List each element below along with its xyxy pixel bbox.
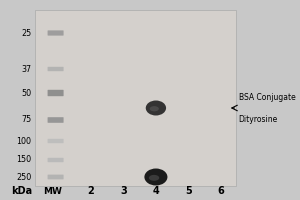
Bar [35, 10, 236, 186]
Text: 3: 3 [120, 186, 127, 196]
Text: 50: 50 [21, 88, 31, 98]
Text: Dityrosine: Dityrosine [238, 114, 278, 123]
FancyBboxPatch shape [48, 139, 64, 143]
Text: 25: 25 [21, 28, 31, 38]
Text: 2: 2 [88, 186, 94, 196]
Text: 4: 4 [152, 186, 159, 196]
Ellipse shape [149, 175, 159, 181]
Text: 100: 100 [16, 136, 31, 146]
FancyBboxPatch shape [48, 90, 64, 96]
FancyBboxPatch shape [48, 117, 64, 123]
Text: MW: MW [44, 186, 62, 196]
Ellipse shape [146, 100, 166, 116]
FancyBboxPatch shape [48, 175, 64, 179]
FancyBboxPatch shape [48, 67, 64, 71]
FancyBboxPatch shape [48, 30, 64, 36]
Text: 5: 5 [185, 186, 192, 196]
Text: BSA Conjugate: BSA Conjugate [238, 92, 296, 102]
Text: 250: 250 [16, 172, 31, 182]
Ellipse shape [150, 106, 159, 111]
Text: kDa: kDa [11, 186, 32, 196]
Ellipse shape [144, 168, 167, 186]
FancyBboxPatch shape [48, 158, 64, 162]
Text: 37: 37 [21, 64, 31, 73]
Text: 150: 150 [16, 156, 31, 164]
Text: 75: 75 [21, 116, 31, 124]
Text: 6: 6 [218, 186, 224, 196]
